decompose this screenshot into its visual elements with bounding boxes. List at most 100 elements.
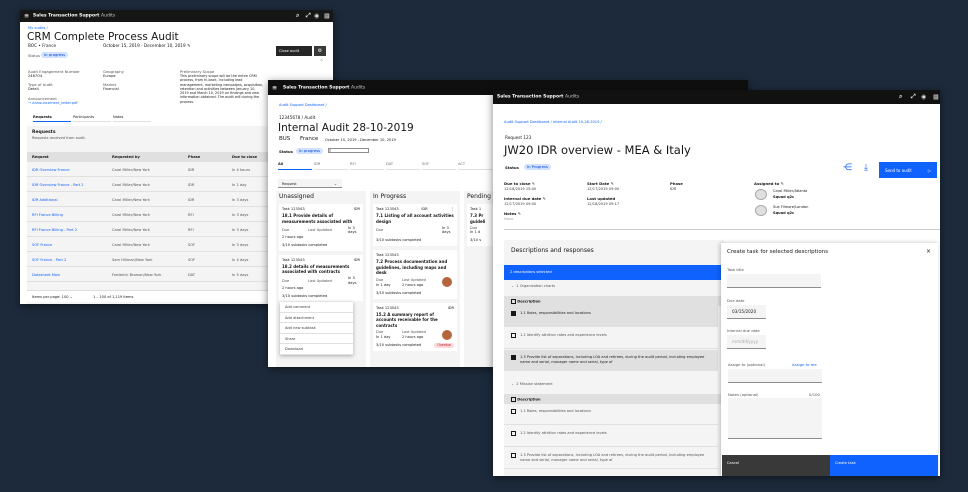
notification-icon[interactable]: ⤢ — [306, 12, 311, 19]
group-toggle[interactable]: ⌄ 1 Organization charts — [511, 284, 556, 288]
search-icon[interactable]: ⌕ — [899, 93, 903, 100]
notes-textarea[interactable] — [728, 398, 822, 439]
edit-icon[interactable]: ✎ — [610, 181, 614, 186]
row-checkbox[interactable] — [511, 453, 516, 458]
edit-icon[interactable]: ✎ — [186, 43, 191, 48]
cancel-button[interactable]: Cancel — [722, 455, 830, 476]
tab-dat[interactable]: DAT — [386, 162, 420, 170]
request-link[interactable]: SOF France — [32, 243, 53, 247]
tab-notes[interactable]: Notes — [113, 115, 151, 122]
menu-item-download[interactable]: Download — [280, 344, 353, 355]
table-row[interactable] — [27, 192, 269, 207]
share-icon[interactable]: ⋲ — [843, 163, 852, 173]
description-text: 1.3 Provide list of separations, includi… — [520, 355, 705, 364]
table-row[interactable] — [27, 237, 269, 252]
collapse-icon[interactable]: ^ — [320, 59, 324, 63]
breadcrumb-audit[interactable]: Internal Audit 10-28-2019 — [552, 120, 600, 124]
create-task-button[interactable]: Create task — [830, 455, 938, 476]
settings-button[interactable]: ⚙ — [314, 46, 326, 56]
menu-item-add-attachment[interactable]: Add attachment — [280, 313, 353, 323]
column-header[interactable]: Request — [32, 155, 49, 159]
notification-icon[interactable]: ⤢ — [911, 93, 916, 100]
subtasks: 3/10 subtasks completed — [376, 238, 422, 243]
search-icon[interactable]: ⌕ — [296, 12, 300, 19]
request-filter-dropdown[interactable]: Request ⌄ — [278, 179, 342, 188]
close-icon[interactable]: × — [926, 248, 932, 255]
edit-icon[interactable]: ✎ — [517, 211, 521, 216]
due-date-input[interactable]: 03/15/2020 — [727, 305, 766, 319]
task-title-input[interactable] — [727, 274, 821, 288]
table-row[interactable] — [27, 267, 269, 282]
description-row[interactable]: 1.1 Roles, responsibilities and location… — [504, 306, 718, 327]
task-card[interactable]: Task 123543 IDR ⋮ 7.1 Listing of all accou… — [373, 204, 457, 247]
menu-icon[interactable]: ≡ — [272, 84, 278, 91]
table-row[interactable] — [27, 252, 269, 267]
user-icon[interactable]: ◉ — [314, 12, 320, 20]
request-link[interactable]: IDR Overview France - Part 2 — [32, 183, 84, 187]
user-icon[interactable]: ◉ — [921, 93, 927, 101]
task-card[interactable]: Task 123543 IDR 18.2 details of measureme… — [279, 254, 363, 302]
updated-value: 2 hours ago — [282, 285, 304, 290]
description-row[interactable]: 1.3 Provide list of separations, includi… — [504, 448, 718, 469]
row-checkbox[interactable] — [511, 431, 516, 436]
group-toggle[interactable]: ⌄ 2 Mission statement — [511, 382, 553, 386]
menu-item-add-new-subtask[interactable]: Add new subtask — [280, 323, 353, 334]
row-checkbox[interactable] — [511, 409, 516, 414]
description-row[interactable]: 1.3 Provide list of separations, includi… — [504, 350, 718, 371]
switcher-icon[interactable]: ▦ — [933, 93, 939, 101]
select-all-checkbox[interactable] — [511, 298, 516, 304]
edit-icon[interactable]: ✎ — [531, 181, 536, 186]
close-audit-button[interactable]: Close audit — [276, 46, 312, 56]
tab-participants[interactable]: Participants — [73, 115, 111, 122]
overflow-menu-icon[interactable]: ⋮ — [450, 207, 454, 211]
task-card[interactable]: Task 123543 7.2 Process documentation an… — [373, 250, 457, 299]
items-per-page[interactable]: Items per page: 100 ⌄ — [32, 295, 73, 299]
internal-due-input[interactable]: mm/dd/yyyy — [727, 335, 766, 349]
breadcrumb[interactable]: Audit Support Dashboard / — [279, 103, 327, 107]
request-link[interactable]: RFI France Billing — [32, 213, 63, 217]
task-card[interactable]: Task 123543 IDR 15.2 A summary report of … — [373, 302, 457, 351]
avatar — [755, 205, 767, 216]
request-link[interactable]: IDR Overview France — [32, 168, 70, 172]
tab-rfi[interactable]: RFI — [350, 162, 384, 170]
description-row[interactable]: 1.1 Roles, responsibilities and location… — [504, 404, 718, 425]
edit-icon[interactable]: ✎ — [780, 181, 784, 186]
request-link[interactable]: RFI France Billing - Part 2 — [32, 228, 77, 232]
assign-to-me-link[interactable]: Assign to me — [792, 362, 817, 367]
description-text: 1.3 Provide list of separations, includi… — [520, 453, 705, 462]
breadcrumb[interactable]: My audits / — [28, 26, 48, 30]
row-checkbox[interactable] — [511, 355, 516, 360]
column-header[interactable]: Requested by — [112, 155, 140, 159]
menu-icon[interactable]: ≡ — [24, 12, 30, 20]
request-link[interactable]: IDR Additional — [32, 198, 58, 202]
description-row[interactable]: 1.2 Identify attrition rates and experie… — [504, 426, 718, 447]
task-card[interactable]: Task 123543 IDR 18.1 Provide details of m… — [279, 204, 363, 251]
column-header[interactable]: Phase — [188, 155, 201, 159]
menu-item-share[interactable]: Share — [280, 334, 353, 344]
table-row[interactable] — [27, 222, 269, 237]
tab-act[interactable]: ACT — [458, 162, 492, 170]
row-checkbox[interactable] — [511, 333, 516, 338]
edit-icon[interactable]: ✎ — [542, 196, 546, 201]
menu-item-add-comment[interactable]: Add comment — [280, 302, 353, 313]
download-icon[interactable]: ⤓ — [864, 163, 868, 173]
table-row[interactable] — [27, 207, 269, 222]
tab-sof[interactable]: SOF — [422, 162, 456, 170]
description-row[interactable]: 1.2 Identify attrition rates and experie… — [504, 328, 718, 349]
select-all-checkbox[interactable] — [511, 396, 516, 402]
tab-all[interactable]: All — [278, 162, 312, 170]
row-checkbox[interactable] — [511, 311, 516, 316]
table-row[interactable] — [27, 162, 269, 177]
task-card[interactable]: Task 1 7.3 Pr guideli Due In 1 d 3/10 s — [467, 204, 493, 247]
switcher-icon[interactable]: ▦ — [324, 12, 330, 20]
table-row[interactable] — [27, 177, 269, 192]
breadcrumb-dashboard[interactable]: Audit Support Dashboard — [504, 120, 550, 124]
request-link[interactable]: SOF France - Part 2 — [32, 258, 67, 262]
announcement-link[interactable]: ⇢ Announcement_letter.pdf — [28, 101, 78, 105]
assign-input[interactable] — [728, 369, 822, 383]
send-to-audit-button[interactable]: Send to audit ▷ — [879, 162, 937, 178]
tab-idr[interactable]: IDR — [314, 162, 348, 170]
tab-requests[interactable]: Requests — [33, 115, 71, 122]
request-link[interactable]: Datasheet Main — [32, 273, 61, 277]
column-header[interactable]: Due to close — [232, 155, 258, 159]
